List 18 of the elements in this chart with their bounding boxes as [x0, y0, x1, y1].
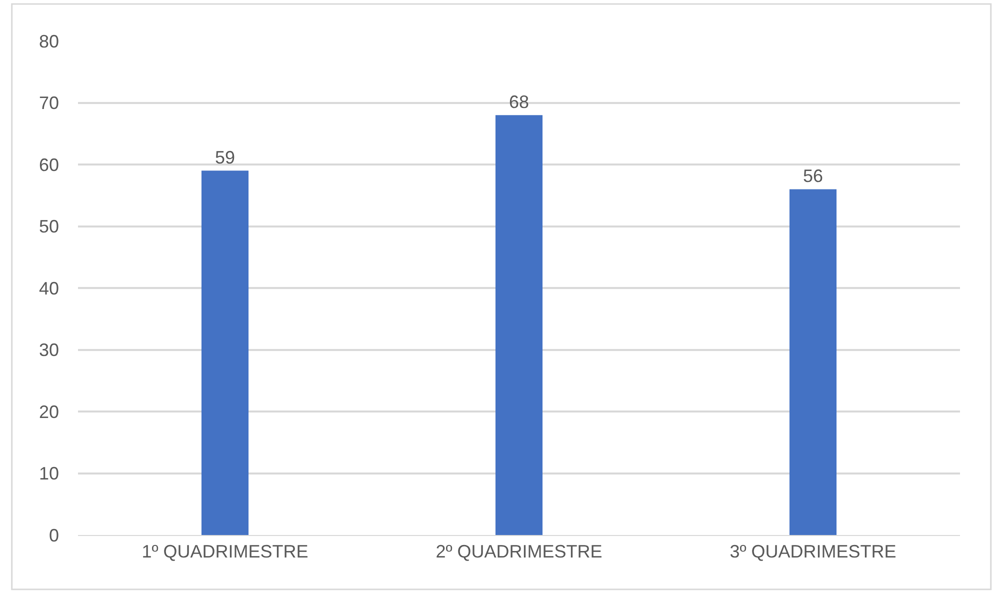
y-tick-label: 20 [38, 402, 59, 422]
bar [201, 170, 249, 535]
x-tick-label: 1º QUADRIMESTRE [142, 542, 308, 562]
bar [495, 115, 543, 535]
bar [789, 189, 837, 535]
y-tick-label: 10 [38, 464, 59, 484]
y-tick-label: 80 [38, 31, 59, 52]
data-label: 56 [802, 166, 824, 186]
y-tick-label: 40 [38, 278, 59, 298]
y-tick-label: 50 [38, 216, 59, 237]
y-tick-label: 60 [38, 154, 59, 175]
y-tick-label: 0 [48, 525, 59, 546]
data-label: 59 [214, 148, 236, 168]
y-tick-label: 70 [38, 93, 59, 114]
x-tick-label: 3º QUADRIMESTRE [730, 542, 896, 562]
data-label: 68 [508, 92, 530, 112]
x-tick-label: 2º QUADRIMESTRE [436, 542, 602, 562]
y-tick-label: 30 [38, 340, 59, 360]
